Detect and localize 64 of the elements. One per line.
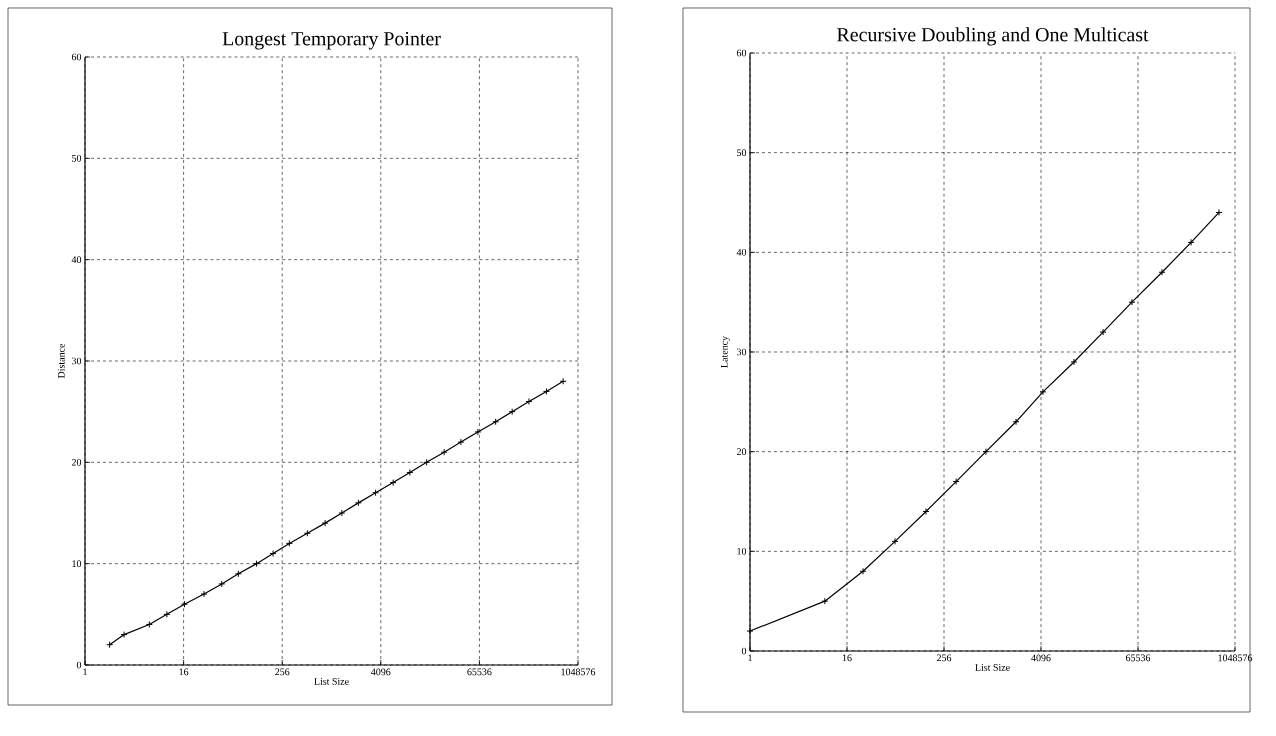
point bbox=[285, 539, 293, 547]
x-tick-label: 16 bbox=[179, 668, 189, 676]
x-tick-label: 1 bbox=[748, 654, 752, 662]
y-tick-label: 40 bbox=[71, 256, 82, 264]
point bbox=[269, 550, 277, 558]
point bbox=[492, 418, 500, 426]
point bbox=[321, 519, 329, 527]
y-tick-label: 60 bbox=[736, 49, 747, 57]
point bbox=[354, 499, 362, 507]
x-tick-label: 65536 bbox=[467, 668, 492, 676]
x-axis-title: List Size bbox=[975, 664, 1010, 671]
point bbox=[423, 458, 431, 466]
point bbox=[508, 408, 516, 416]
point bbox=[457, 438, 465, 446]
chart-title: Longest Temporary Pointer bbox=[222, 32, 441, 50]
point bbox=[218, 580, 226, 588]
x-tick-label: 65536 bbox=[1125, 654, 1151, 662]
point bbox=[253, 560, 261, 568]
point bbox=[372, 489, 380, 497]
y-tick-label: 10 bbox=[72, 560, 82, 568]
x-tick-label: 16 bbox=[842, 654, 852, 662]
y-tick-label: 50 bbox=[737, 149, 747, 157]
y-tick-label: 0 bbox=[741, 647, 747, 655]
point bbox=[891, 537, 899, 545]
point bbox=[1187, 238, 1195, 246]
chart-title: Recursive Doubling and One Multicast bbox=[837, 27, 1149, 46]
point bbox=[474, 428, 482, 436]
point bbox=[1070, 358, 1078, 366]
y-axis-title: Distance bbox=[57, 343, 65, 379]
y-tick-label: 20 bbox=[736, 448, 747, 456]
point bbox=[1039, 388, 1047, 396]
x-tick-label: 256 bbox=[936, 654, 952, 662]
y-tick-label: 60 bbox=[71, 53, 82, 61]
point bbox=[1099, 328, 1107, 336]
point bbox=[440, 448, 448, 456]
x-tick-label: 1048576 bbox=[561, 668, 596, 676]
y-tick-label: 10 bbox=[737, 547, 747, 555]
y-tick-label: 30 bbox=[72, 357, 82, 365]
x-tick-label: 4096 bbox=[371, 668, 391, 676]
x-tick-label: 1048576 bbox=[1218, 654, 1253, 662]
y-tick-label: 30 bbox=[737, 348, 747, 356]
point bbox=[1012, 418, 1020, 426]
point bbox=[952, 478, 960, 486]
point bbox=[982, 448, 990, 456]
point bbox=[200, 590, 208, 598]
point bbox=[406, 468, 414, 476]
y-tick-label: 40 bbox=[736, 248, 747, 256]
y-tick-label: 0 bbox=[76, 661, 82, 669]
point bbox=[1128, 298, 1136, 306]
x-tick-label: 256 bbox=[275, 668, 290, 676]
y-axis-title: Latency bbox=[721, 335, 730, 368]
point bbox=[389, 479, 397, 487]
point bbox=[338, 509, 346, 517]
point bbox=[303, 529, 311, 537]
point bbox=[922, 507, 930, 515]
y-tick-label: 50 bbox=[72, 154, 82, 162]
point bbox=[525, 398, 533, 406]
x-tick-label: 1 bbox=[83, 668, 87, 676]
y-tick-label: 20 bbox=[71, 458, 82, 466]
point bbox=[1158, 268, 1166, 276]
x-tick-label: 4096 bbox=[1031, 654, 1051, 662]
point bbox=[234, 570, 242, 578]
point bbox=[542, 387, 550, 395]
x-axis-title: List Size bbox=[314, 678, 349, 685]
